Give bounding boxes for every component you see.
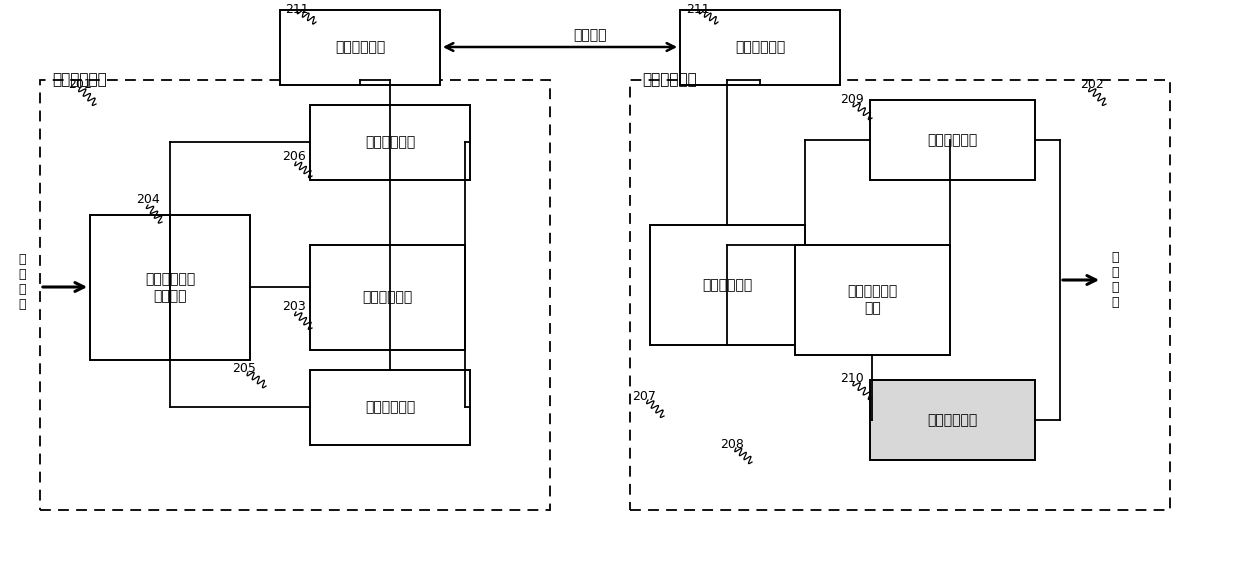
Bar — [870, 380, 1035, 460]
Text: 204: 204 — [136, 193, 160, 206]
Text: 210: 210 — [839, 372, 864, 385]
Text: 解密处理模块: 解密处理模块 — [642, 72, 697, 87]
Text: 211: 211 — [686, 3, 709, 16]
Text: 203: 203 — [281, 300, 306, 313]
Text: 网络通信: 网络通信 — [573, 28, 606, 42]
Text: 206: 206 — [281, 150, 306, 163]
Text: 业
务
数
据: 业 务 数 据 — [1111, 251, 1118, 309]
Bar — [650, 225, 805, 345]
Text: 密文数据缓冲
单元: 密文数据缓冲 单元 — [847, 284, 898, 316]
Bar — [795, 245, 950, 355]
Bar — [630, 80, 1171, 510]
Text: 加密处理模块: 加密处理模块 — [52, 72, 107, 87]
Bar — [310, 245, 465, 350]
Bar — [40, 80, 551, 510]
Bar — [280, 10, 440, 85]
Text: 加密策略单元: 加密策略单元 — [362, 290, 413, 305]
Text: 量子加密单元: 量子加密单元 — [365, 401, 415, 414]
Bar — [870, 100, 1035, 180]
Bar — [310, 105, 470, 180]
Text: 207: 207 — [632, 390, 656, 403]
Text: 211: 211 — [285, 3, 309, 16]
Text: 202: 202 — [1080, 78, 1104, 91]
Bar — [680, 10, 839, 85]
Text: 209: 209 — [839, 93, 864, 106]
Text: 量子解密单元: 量子解密单元 — [928, 133, 977, 147]
Text: 密文分类单元: 密文分类单元 — [702, 278, 753, 292]
Bar — [91, 215, 250, 360]
Text: 网络通信单元: 网络通信单元 — [335, 41, 386, 54]
Text: 业务数据缓冲
分流单元: 业务数据缓冲 分流单元 — [145, 272, 195, 303]
Text: 业
务
数
据: 业 务 数 据 — [19, 253, 26, 311]
Text: 205: 205 — [232, 362, 255, 375]
Bar — [310, 370, 470, 445]
Text: 208: 208 — [720, 438, 744, 451]
Text: 经典加密单元: 经典加密单元 — [365, 135, 415, 149]
Text: 网络通信单元: 网络通信单元 — [735, 41, 785, 54]
Text: 经典解密单元: 经典解密单元 — [928, 413, 977, 427]
Text: 201: 201 — [68, 78, 92, 91]
